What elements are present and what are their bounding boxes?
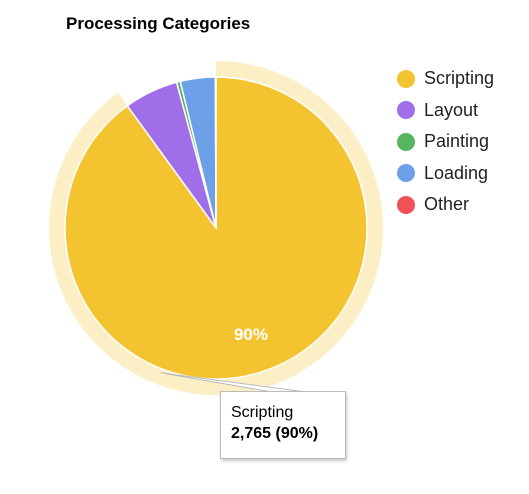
chart-legend: Scripting Layout Painting Loading Other	[397, 63, 494, 221]
legend-swatch-loading	[397, 164, 415, 183]
pie-slice-other[interactable]	[214, 76, 217, 229]
legend-swatch-painting	[397, 132, 415, 151]
legend-item-layout[interactable]: Layout	[397, 95, 494, 127]
legend-label-painting: Painting	[424, 131, 490, 152]
legend-label-scripting: Scripting	[424, 68, 495, 89]
legend-item-scripting[interactable]: Scripting	[397, 63, 494, 95]
slice-label-scripting: 90%	[234, 325, 268, 344]
legend-label-loading: Loading	[424, 162, 489, 183]
tooltip-value: 2,765 (90%)	[231, 425, 319, 442]
legend-item-painting[interactable]: Painting	[397, 126, 494, 158]
chart-title: Processing Categories	[66, 14, 251, 33]
legend-swatch-layout	[397, 101, 415, 120]
legend-label-layout: Layout	[424, 99, 479, 120]
legend-label-other: Other	[424, 194, 470, 215]
slice-tooltip: Scripting 2,765 (90%)	[220, 391, 346, 459]
legend-item-other[interactable]: Other	[397, 189, 494, 221]
legend-swatch-scripting	[397, 69, 415, 88]
legend-item-loading[interactable]: Loading	[397, 158, 494, 190]
legend-swatch-other	[397, 195, 415, 214]
tooltip-category: Scripting	[231, 404, 294, 421]
